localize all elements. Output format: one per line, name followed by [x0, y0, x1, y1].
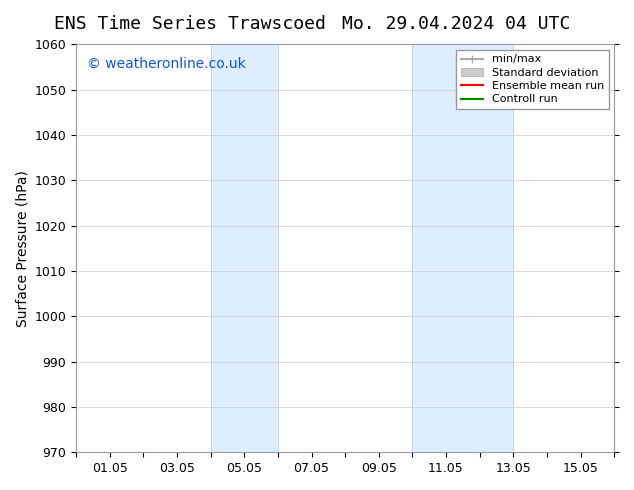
Text: Mo. 29.04.2024 04 UTC: Mo. 29.04.2024 04 UTC: [342, 15, 571, 33]
Bar: [412, 45, 514, 452]
Text: ENS Time Series Trawscoed: ENS Time Series Trawscoed: [55, 15, 326, 33]
Y-axis label: Surface Pressure (hPa): Surface Pressure (hPa): [15, 170, 29, 327]
Legend: min/max, Standard deviation, Ensemble mean run, Controll run: min/max, Standard deviation, Ensemble me…: [456, 50, 609, 109]
Bar: [210, 45, 278, 452]
Text: © weatheronline.co.uk: © weatheronline.co.uk: [87, 57, 245, 71]
